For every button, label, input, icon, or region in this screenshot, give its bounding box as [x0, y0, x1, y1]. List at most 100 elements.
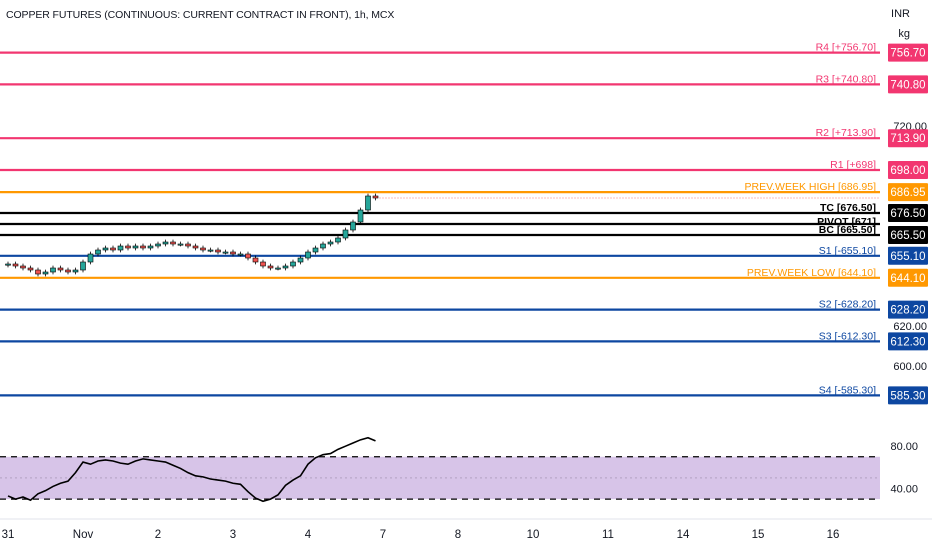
- candle-body: [117, 245, 124, 251]
- level-badge: [888, 129, 928, 148]
- level-label: R3 [+740.80]: [816, 73, 877, 85]
- level-badge: [888, 386, 928, 405]
- rsi-tick-label: 40.00: [890, 484, 918, 496]
- candle-body: [12, 263, 19, 267]
- level-badge-value: 655.10: [890, 251, 925, 263]
- level-badge-value: 686.95: [890, 187, 925, 199]
- candle-body: [335, 237, 341, 243]
- currency-label: INR: [891, 8, 910, 20]
- candle-body: [357, 209, 364, 223]
- x-tick-label: 15: [752, 529, 765, 541]
- x-tick-label: 3: [230, 529, 236, 541]
- candle-body: [305, 251, 311, 259]
- level-label: TC [676.50]: [820, 202, 876, 214]
- level-badge-value: 740.80: [890, 79, 925, 91]
- candle-body: [267, 265, 274, 269]
- candle-body: [147, 245, 154, 249]
- candle-body: [320, 243, 326, 249]
- candle-body: [155, 243, 161, 247]
- level-label: PIVOT [671]: [817, 216, 876, 228]
- candle-body: [95, 249, 101, 255]
- x-tick-label: 10: [527, 529, 540, 541]
- level-badge: [888, 332, 928, 351]
- candle-body: [170, 241, 176, 245]
- level-badge: [888, 75, 928, 94]
- x-tick-label: 14: [677, 529, 690, 541]
- candle-body: [290, 261, 296, 267]
- candle-body: [80, 261, 86, 271]
- level-badge-value: 756.70: [890, 48, 925, 60]
- candle-body: [162, 241, 169, 245]
- rsi-line: [7, 436, 376, 503]
- level-badge: [888, 268, 928, 287]
- level-badge: [888, 300, 928, 319]
- candle-body: [245, 253, 251, 259]
- level-label: R1 [+698]: [830, 159, 876, 171]
- candle-body: [50, 267, 56, 273]
- level-badge-value: 585.30: [890, 390, 925, 402]
- level-badge: [888, 43, 928, 62]
- level-badge-value: 698.00: [890, 165, 925, 177]
- level-badge: [888, 226, 928, 244]
- candle-body: [350, 221, 356, 231]
- candle-body: [57, 267, 64, 271]
- level-badge: [888, 161, 928, 179]
- candle-body: [282, 265, 289, 269]
- level-badge: [888, 204, 928, 222]
- level-label: S4 [-585.30]: [819, 384, 876, 396]
- candle-body: [342, 229, 349, 239]
- price-tick-label: 620.00: [893, 321, 927, 333]
- x-tick-label: 11: [602, 529, 614, 541]
- level-badge: [888, 183, 928, 202]
- candle-body: [297, 257, 304, 263]
- candle-body: [237, 253, 244, 256]
- candle-body: [200, 247, 206, 251]
- candle-body: [42, 271, 49, 275]
- candle-body: [372, 195, 379, 199]
- candle-body: [140, 245, 146, 249]
- candle-body: [260, 261, 266, 267]
- level-badge-value: 665.50: [890, 230, 925, 242]
- level-label: PREV.WEEK HIGH [686.95]: [744, 181, 876, 193]
- level-label: S3 [-612.30]: [819, 330, 876, 342]
- candle-body: [87, 253, 94, 263]
- x-tick-label: 16: [827, 529, 840, 541]
- candle-body: [177, 243, 184, 246]
- candle-body: [222, 251, 229, 254]
- candle-body: [20, 265, 26, 269]
- level-label: S2 [-628.20]: [819, 299, 876, 311]
- x-tick-label: 4: [305, 529, 312, 541]
- rsi-tick-label: 80.00: [890, 441, 918, 453]
- candle-body: [35, 269, 41, 275]
- level-label: R4 [+756.70]: [816, 42, 877, 54]
- candle-body: [110, 247, 116, 251]
- level-badge-value: 713.90: [890, 133, 925, 145]
- candle-body: [65, 269, 71, 273]
- candle-body: [72, 269, 79, 273]
- candle-body: [207, 249, 214, 252]
- x-tick-label: 7: [380, 529, 386, 541]
- level-badge: [888, 246, 928, 265]
- candle-body: [27, 267, 34, 271]
- candle-body: [215, 249, 221, 253]
- candle-body: [125, 245, 131, 249]
- level-label: S1 [-655.10]: [819, 245, 876, 257]
- candle-body: [275, 267, 281, 270]
- candle-body: [312, 247, 319, 253]
- level-label: BC [665.50]: [819, 224, 876, 236]
- unit-label: kg: [898, 28, 910, 40]
- level-badge-value: 628.20: [890, 305, 925, 317]
- x-tick-label: 31: [2, 529, 15, 541]
- price-tick-label: 600.00: [893, 361, 927, 373]
- chart-title: COPPER FUTURES (CONTINUOUS: CURRENT CONT…: [6, 9, 395, 21]
- x-tick-label: 8: [455, 529, 461, 541]
- level-badge-value: 644.10: [890, 273, 925, 285]
- level-badge-value: 676.50: [890, 208, 925, 220]
- x-tick-label: 2: [155, 529, 161, 541]
- x-tick-label: Nov: [73, 529, 94, 541]
- candle-body: [230, 251, 236, 255]
- level-label: PREV.WEEK LOW [644.10]: [747, 267, 876, 279]
- level-label: R2 [+713.90]: [816, 127, 877, 139]
- candle-body: [327, 241, 334, 245]
